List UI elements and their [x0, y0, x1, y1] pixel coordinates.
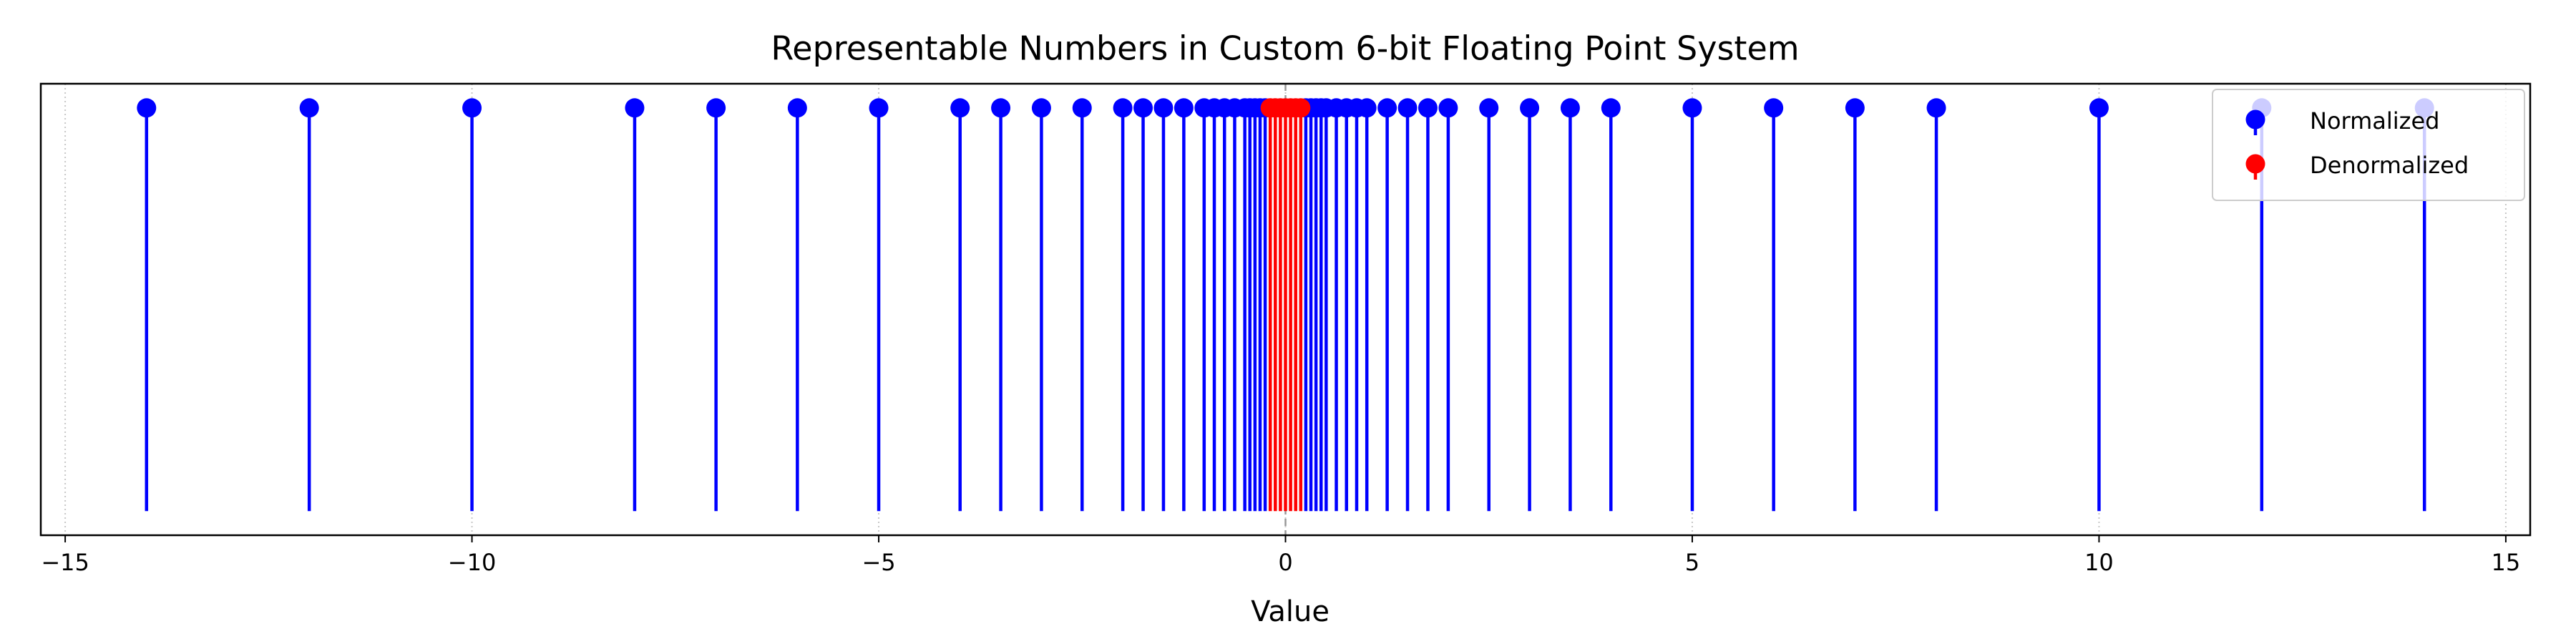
- stem-marker: [137, 98, 157, 118]
- legend-marker: [2245, 109, 2265, 130]
- x-tick-label: 5: [1685, 549, 1699, 576]
- x-tick-label: 15: [2492, 549, 2521, 576]
- stem-marker: [1291, 98, 1311, 118]
- stem-marker: [1397, 98, 1418, 118]
- x-tick-label: −15: [41, 549, 89, 576]
- chart-title: Representable Numbers in Custom 6-bit Fl…: [771, 29, 1799, 68]
- legend-label: Denormalized: [2310, 152, 2469, 179]
- stem-marker: [1418, 98, 1438, 118]
- stem-marker: [299, 98, 319, 118]
- stem-marker: [1133, 98, 1153, 118]
- stem-marker: [1682, 98, 1702, 118]
- legend-label: Normalized: [2310, 107, 2439, 135]
- stem-marker: [2089, 98, 2109, 118]
- stem-marker: [869, 98, 889, 118]
- x-tick-label: 0: [1278, 549, 1292, 576]
- stem-marker: [1377, 98, 1397, 118]
- stem-marker: [1031, 98, 1051, 118]
- axes-frame: [39, 82, 2532, 537]
- stem-marker: [1357, 98, 1377, 118]
- stem-marker: [1845, 98, 1865, 118]
- stem-marker: [1072, 98, 1092, 118]
- stem-marker: [1153, 98, 1174, 118]
- stem-marker: [1601, 98, 1621, 118]
- stem-marker: [787, 98, 807, 118]
- stem-marker: [1113, 98, 1133, 118]
- x-tick-label: −10: [448, 549, 497, 576]
- stem-marker: [1520, 98, 1540, 118]
- stem-marker: [625, 98, 645, 118]
- stem-marker: [1764, 98, 1784, 118]
- stem-marker: [706, 98, 726, 118]
- stem-marker: [991, 98, 1011, 118]
- x-tick-label: −5: [862, 549, 895, 576]
- stem-marker: [1174, 98, 1194, 118]
- stem-marker: [1560, 98, 1580, 118]
- stem-marker: [462, 98, 482, 118]
- stem-marker: [1926, 98, 1946, 118]
- legend-box: [2212, 89, 2525, 201]
- x-tick-label: 10: [2084, 549, 2114, 576]
- stem-marker: [1479, 98, 1499, 118]
- x-axis-label: Value: [1251, 595, 1330, 628]
- legend-marker: [2245, 154, 2265, 174]
- stem-marker: [950, 98, 970, 118]
- stem-marker: [1438, 98, 1458, 118]
